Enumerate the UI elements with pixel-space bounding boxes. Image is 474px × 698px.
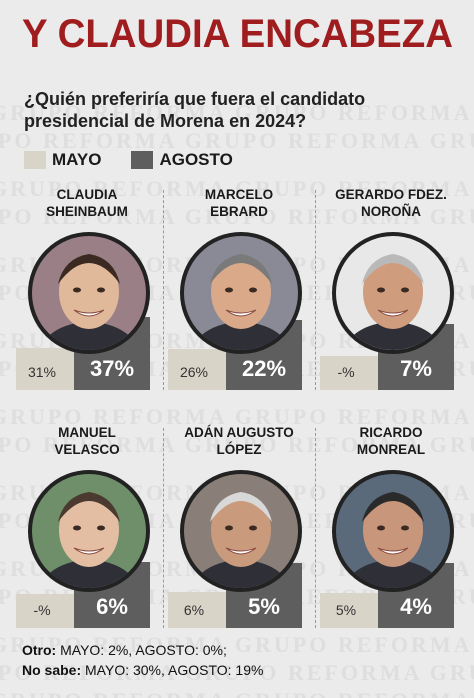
divider [163, 190, 164, 390]
portrait-icon [180, 232, 302, 354]
value-agosto: 5% [248, 594, 280, 619]
portrait-drawing [39, 492, 139, 588]
candidate-name-line2: LÓPEZ [216, 442, 262, 457]
divider [315, 190, 316, 390]
portrait-icon [332, 232, 454, 354]
candidate-name-line2: SHEINBAUM [46, 204, 128, 219]
candidate-panel: ADÁN AUGUSTO LÓPEZ 6% 5% [164, 424, 314, 629]
candidate-name-line1: GERARDO FDEZ. [335, 187, 447, 202]
bar-mayo [168, 349, 226, 390]
candidate-name: ADÁN AUGUSTO LÓPEZ [164, 424, 314, 458]
footnote-otro-text: MAYO: 2%, AGOSTO: 0%; [56, 642, 227, 658]
portrait-drawing [39, 254, 139, 350]
candidate-panel: MARCELO EBRARD 26% 22% [164, 186, 314, 391]
candidate-name-line1: ADÁN AUGUSTO [184, 425, 294, 440]
portrait-drawing [191, 492, 291, 588]
portrait-icon [28, 470, 150, 592]
candidate-name: MANUEL VELASCO [12, 424, 162, 458]
candidate-name-line2: VELASCO [54, 442, 120, 457]
value-agosto: 4% [400, 594, 432, 619]
bar-mayo [320, 593, 378, 628]
candidate-name-line1: MANUEL [58, 425, 116, 440]
subtitle: ¿Quién preferiría que fuera el candidato… [24, 89, 366, 131]
legend-label-agosto: AGOSTO [159, 150, 233, 169]
portrait-drawing [191, 254, 291, 350]
footnote-otro: Otro: MAYO: 2%, AGOSTO: 0%; [22, 642, 227, 658]
value-mayo: 6% [183, 602, 205, 618]
value-mayo: 31% [27, 364, 57, 380]
candidate-name: MARCELO EBRARD [164, 186, 314, 220]
candidate-name-line2: MONREAL [356, 442, 426, 457]
value-mayo: 5% [335, 602, 357, 618]
footnote-nosabe-text: MAYO: 30%, AGOSTO: 19% [81, 662, 264, 678]
candidate-name-line1: CLAUDIA [56, 187, 118, 202]
candidate-name-line1: RICARDO [359, 425, 423, 440]
legend: MAYO AGOSTO [24, 150, 263, 170]
value-agosto: 6% [96, 594, 128, 619]
candidate-name-line2: NOROÑA [361, 204, 421, 219]
bar-mayo [168, 592, 226, 628]
candidate-name: GERARDO FDEZ. NOROÑA [316, 186, 466, 220]
candidate-panel: MANUEL VELASCO -% 6% [12, 424, 162, 629]
legend-label-mayo: MAYO [52, 150, 102, 169]
value-agosto: 22% [241, 356, 287, 381]
bar-mayo [320, 356, 378, 390]
candidate-name-line1: MARCELO [204, 187, 274, 202]
bar-mayo [16, 594, 74, 628]
footnote-nosabe-label: No sabe: [22, 662, 82, 678]
divider [315, 428, 316, 628]
divider [163, 428, 164, 628]
footnote-nosabe: No sabe: MAYO: 30%, AGOSTO: 19% [22, 662, 263, 678]
candidate-name: CLAUDIA SHEINBAUM [12, 186, 162, 220]
watermark-text: GRUPO REFORMA GRUPO REFORMA GRUPO REFORM… [0, 688, 474, 698]
value-mayo: -% [33, 602, 51, 618]
bar-mayo [16, 348, 74, 390]
value-mayo: 26% [179, 364, 209, 380]
legend-swatch-agosto [131, 151, 154, 169]
legend-swatch-mayo [24, 151, 46, 169]
portrait-drawing [343, 254, 443, 350]
value-agosto: 7% [400, 356, 432, 381]
candidate-panel: CLAUDIA SHEINBAUM 31% 37% [12, 186, 162, 391]
candidate-name: RICARDO MONREAL [316, 424, 466, 458]
portrait-icon [28, 232, 150, 354]
portrait-drawing [343, 492, 443, 588]
portrait-icon [180, 470, 302, 592]
candidate-panel: RICARDO MONREAL 5% 4% [316, 424, 466, 629]
candidate-panel: GERARDO FDEZ. NOROÑA -% 7% [316, 186, 466, 391]
footnote-otro-label: Otro: [22, 642, 57, 658]
candidate-name-line2: EBRARD [210, 204, 268, 219]
page-title: Y CLAUDIA ENCABEZA [22, 12, 453, 56]
value-mayo: -% [337, 364, 355, 380]
value-agosto: 37% [89, 356, 135, 381]
portrait-icon [332, 470, 454, 592]
